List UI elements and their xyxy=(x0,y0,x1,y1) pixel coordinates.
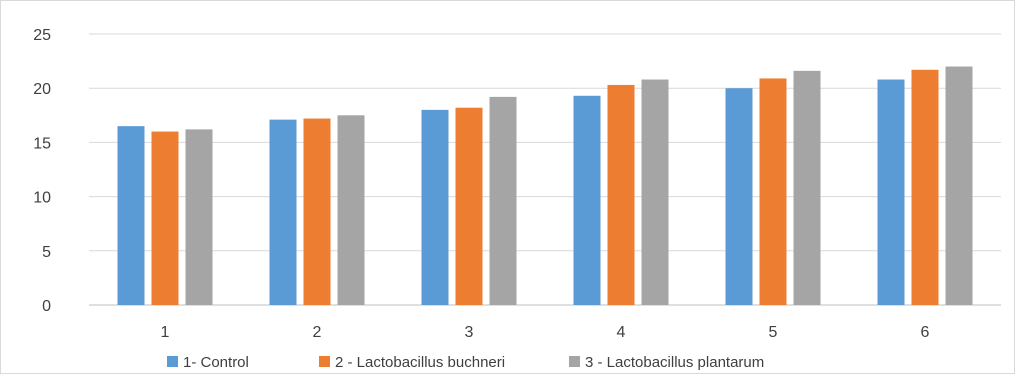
y-tick-label: 25 xyxy=(33,27,51,44)
bar-series-3-cat-3 xyxy=(489,96,517,305)
x-tick-label: 1 xyxy=(161,324,170,341)
legend-label: 3 - Lactobacillus plantarum xyxy=(585,354,764,371)
bars xyxy=(117,66,973,306)
bar-series-2-cat-3 xyxy=(455,107,483,305)
bar-series-1-cat-5 xyxy=(725,88,753,305)
bar-series-3-cat-4 xyxy=(641,79,669,305)
legend-item-3: 3 - Lactobacillus plantarum xyxy=(569,354,764,371)
bar-series-2-cat-6 xyxy=(911,69,939,305)
bar-series-1-cat-3 xyxy=(421,109,449,305)
bar-series-3-cat-1 xyxy=(185,129,213,305)
bar-series-2-cat-4 xyxy=(607,84,635,305)
legend: 1- Control 2 - Lactobacillus buchneri 3 - … xyxy=(167,354,764,371)
legend-swatch xyxy=(319,356,330,367)
bar-series-2-cat-1 xyxy=(151,131,179,305)
legend-item-2: 2 - Lactobacillus buchneri xyxy=(319,354,505,371)
legend-label: 2 - Lactobacillus buchneri xyxy=(335,354,505,371)
bar-series-3-cat-6 xyxy=(945,66,973,306)
x-tick-label: 3 xyxy=(465,324,474,341)
bar-series-1-cat-1 xyxy=(117,126,145,305)
x-tick-label: 2 xyxy=(313,324,322,341)
x-axis-ticks: 1 2 3 4 5 6 xyxy=(161,324,930,341)
bar-series-1-cat-2 xyxy=(269,119,297,305)
gridlines xyxy=(89,33,1001,306)
y-tick-label: 5 xyxy=(42,244,51,261)
x-tick-label: 4 xyxy=(617,324,626,341)
legend-item-1: 1- Control xyxy=(167,354,249,371)
y-tick-label: 15 xyxy=(33,135,51,152)
bar-series-3-cat-5 xyxy=(793,70,821,305)
x-tick-label: 5 xyxy=(769,324,778,341)
legend-swatch xyxy=(569,356,580,367)
x-tick-label: 6 xyxy=(921,324,930,341)
bar-series-2-cat-2 xyxy=(303,118,331,305)
y-tick-label: 10 xyxy=(33,190,51,207)
legend-label: 1- Control xyxy=(183,354,249,371)
y-tick-label: 20 xyxy=(33,81,51,98)
bar-series-2-cat-5 xyxy=(759,78,787,305)
bar-series-1-cat-4 xyxy=(573,95,601,306)
legend-swatch xyxy=(167,356,178,367)
y-tick-label: 0 xyxy=(42,298,51,315)
y-axis-ticks: 0 5 10 15 20 25 xyxy=(33,27,51,315)
bar-series-1-cat-6 xyxy=(877,79,905,305)
bar-series-3-cat-2 xyxy=(337,115,365,305)
